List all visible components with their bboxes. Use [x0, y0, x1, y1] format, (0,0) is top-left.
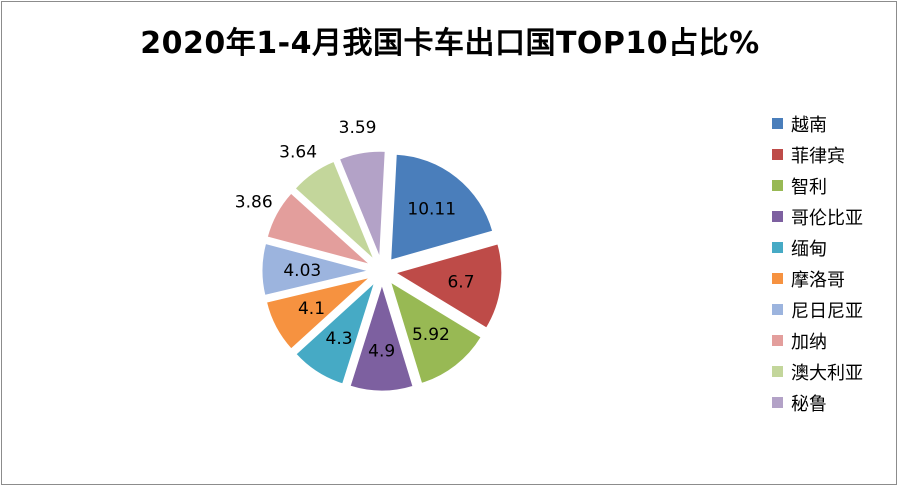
data-label-1: 10.11 [407, 200, 456, 220]
pie-slice-7 [261, 242, 369, 297]
legend-label: 缅甸 [791, 238, 827, 260]
legend-label: 尼日尼亚 [791, 300, 863, 322]
data-label-6: 4.1 [298, 299, 325, 319]
pie-slice-10 [338, 150, 386, 258]
legend-label: 菲律宾 [791, 145, 845, 167]
legend-item-4: 哥伦比亚 [772, 201, 863, 232]
chart-legend: 越南菲律宾智利哥伦比亚缅甸摩洛哥尼日尼亚加纳澳大利亚秘鲁 [772, 108, 863, 418]
legend-item-6: 摩洛哥 [772, 263, 863, 294]
pie-slice-6 [265, 277, 370, 350]
data-label-5: 4.3 [326, 329, 353, 349]
data-label-9: 3.64 [279, 143, 317, 163]
pie-slice-8 [266, 192, 371, 265]
data-label-3: 5.92 [412, 325, 450, 345]
data-label-8: 3.86 [235, 192, 273, 212]
pie-slice-1 [390, 153, 494, 261]
legend-swatch [772, 180, 783, 191]
legend-item-10: 秘鲁 [772, 387, 863, 418]
pie-slice-5 [295, 281, 376, 385]
pie-slice-2 [394, 243, 503, 329]
legend-item-5: 缅甸 [772, 232, 863, 263]
pie-slice-3 [389, 280, 482, 385]
legend-item-7: 尼日尼亚 [772, 294, 863, 325]
pie-slice-9 [294, 160, 375, 260]
legend-label: 越南 [791, 114, 827, 136]
legend-swatch [772, 242, 783, 253]
legend-swatch [772, 397, 783, 408]
legend-item-2: 菲律宾 [772, 139, 863, 170]
data-label-10: 3.59 [339, 118, 377, 138]
legend-swatch [772, 366, 783, 377]
legend-item-8: 加纳 [772, 325, 863, 356]
legend-swatch [772, 211, 783, 222]
legend-label: 秘鲁 [791, 393, 827, 415]
legend-swatch [772, 273, 783, 284]
data-label-2: 6.7 [447, 273, 474, 293]
data-label-7: 4.03 [283, 261, 321, 281]
legend-item-3: 智利 [772, 170, 863, 201]
legend-item-1: 越南 [772, 108, 863, 139]
legend-item-9: 澳大利亚 [772, 356, 863, 387]
legend-label: 摩洛哥 [791, 269, 845, 291]
legend-swatch [772, 335, 783, 346]
legend-label: 哥伦比亚 [791, 207, 863, 229]
data-label-4: 4.9 [368, 342, 395, 362]
pie-slice-4 [349, 283, 414, 392]
legend-label: 加纳 [791, 331, 827, 353]
legend-swatch [772, 304, 783, 315]
legend-swatch [772, 118, 783, 129]
legend-label: 澳大利亚 [791, 362, 863, 384]
legend-label: 智利 [791, 176, 827, 198]
legend-swatch [772, 149, 783, 160]
chart-title: 2020年1-4月我国卡车出口国TOP10占比% [140, 26, 760, 61]
